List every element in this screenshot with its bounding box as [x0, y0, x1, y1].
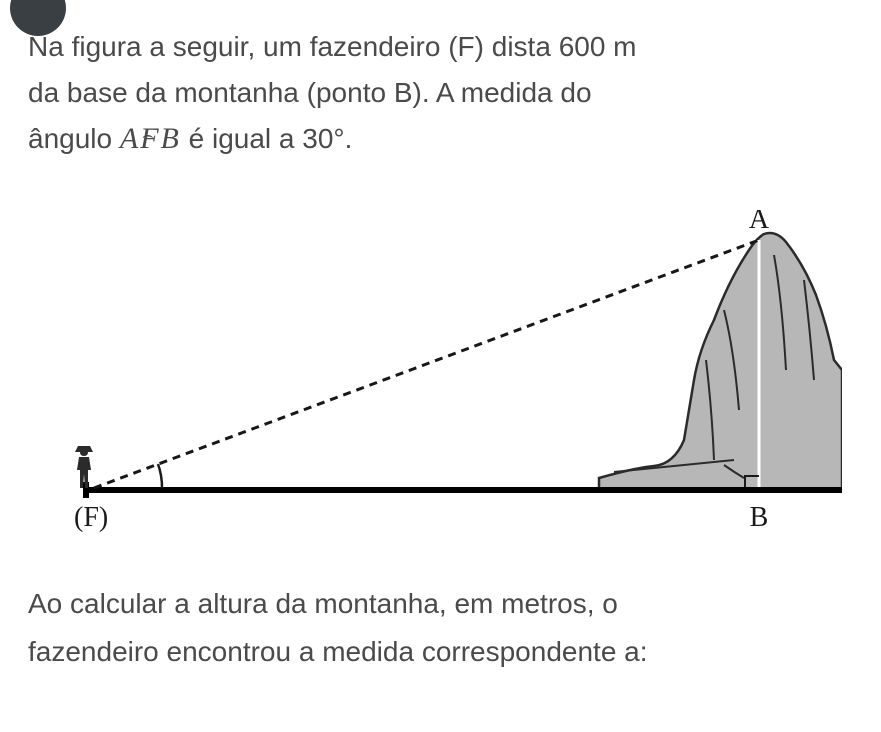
farmer-icon — [75, 446, 93, 488]
angle-AFB-label: AFB ⌢ — [120, 116, 181, 162]
problem-line-3-suffix: é igual a 30°. — [189, 123, 353, 154]
problem-line-3: ângulo AFB ⌢ é igual a 30°. — [28, 116, 863, 162]
problem-line-3-prefix: ângulo — [28, 123, 120, 154]
sight-line — [94, 240, 759, 488]
mountain-shape — [599, 233, 842, 490]
vertex-B-label: B — [750, 502, 769, 533]
question-line-2: fazendeiro encontrou a medida correspond… — [28, 628, 863, 676]
figure: A B (F) — [34, 210, 842, 540]
vertex-A-label: A — [749, 210, 770, 235]
figure-svg: A B (F) — [34, 210, 842, 540]
page: Na figura a seguir, um fazendeiro (F) di… — [0, 0, 881, 732]
vertex-F-label: (F) — [74, 502, 108, 533]
angle-arc — [158, 464, 162, 488]
problem-line-2: da base da montanha (ponto B). A medida … — [28, 70, 863, 116]
question-line-1: Ao calcular a altura da montanha, em met… — [28, 580, 863, 628]
problem-line-1: Na figura a seguir, um fazendeiro (F) di… — [28, 24, 863, 70]
angle-hat-icon: ⌢ — [142, 112, 154, 158]
